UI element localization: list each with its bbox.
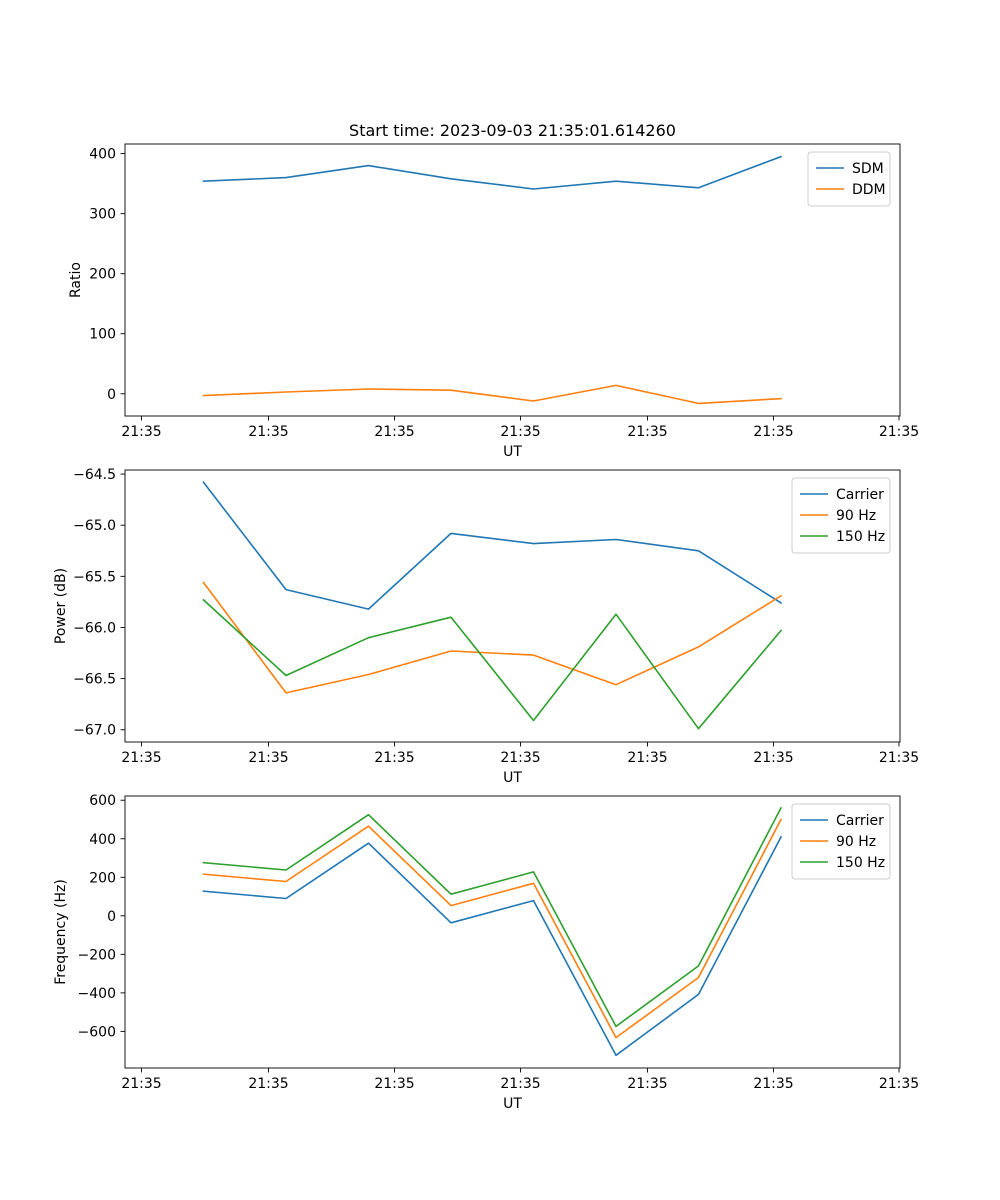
x-tick-label: 21:35 [627,750,667,766]
y-axis-label: Ratio [68,262,84,298]
legend-box [791,803,891,880]
legend-label: Carrier [836,487,884,503]
legend-label: 90 Hz [836,508,876,524]
legend-label: 150 Hz [836,529,885,545]
y-tick-label: 600 [89,793,116,809]
y-tick-label: 0 [107,387,116,403]
x-tick-label: 21:35 [879,424,919,440]
y-tick-label: 0 [107,909,116,925]
y-tick-label: 300 [89,207,116,223]
legend-label: 150 Hz [836,855,885,871]
x-tick-label: 21:35 [627,424,667,440]
y-tick-label: −64.5 [73,467,116,483]
axes-frame [124,143,901,417]
x-tick-label: 21:35 [753,750,793,766]
legend-label: DDM [852,182,886,198]
series-line-150-hz [202,598,783,730]
legend-box [791,477,891,554]
chart-title: Start time: 2023-09-03 21:35:01.614260 [349,121,676,140]
legend-label: Carrier [836,813,884,829]
y-tick-label: −200 [78,947,116,963]
series-line-carrier [202,835,783,1057]
x-tick-label: 21:35 [753,424,793,440]
y-axis-label: Power (dB) [53,568,69,644]
y-tick-label: 400 [89,832,116,848]
x-tick-label: 21:35 [248,424,288,440]
chart-panel-2: 21:35 21:35 21:35 21:35 21:35 21:35 21:35 −64.5… [53,467,919,786]
x-axis-label: UT [503,1096,522,1112]
y-tick-label: −66.5 [73,672,116,688]
x-tick-label: 21:35 [879,1076,919,1092]
axes-frame [124,795,901,1069]
legend: Carrier 90 Hz 150 Hz [791,477,891,554]
y-tick-label: −67.0 [73,723,116,739]
series-line-90-hz [202,818,783,1039]
x-tick-label: 21:35 [500,750,540,766]
series-line-sdm [202,155,783,190]
x-tick-label: 21:35 [627,1076,667,1092]
legend-box [807,151,891,207]
x-axis-label: UT [503,770,522,786]
x-tick-label: 21:35 [121,750,161,766]
y-tick-label: −400 [78,986,116,1002]
y-tick-label: −65.0 [73,518,116,534]
legend: SDM DDM [807,151,891,207]
series-line-90-hz [202,581,783,694]
x-tick-label: 21:35 [248,1076,288,1092]
chart-panel-3: 21:35 21:35 21:35 21:35 21:35 21:35 21:35 600 40… [53,793,919,1112]
x-tick-label: 21:35 [500,1076,540,1092]
y-tick-label: −65.5 [73,569,116,585]
x-tick-label: 21:35 [753,1076,793,1092]
x-tick-label: 21:35 [374,750,414,766]
y-tick-label: 200 [89,870,116,886]
x-axis-label: UT [503,444,522,460]
y-tick-label: 200 [89,267,116,283]
chart-panel-1: Start time: 2023-09-03 21:35:01.614260 21… [68,121,919,460]
series-line-150-hz [202,806,783,1028]
y-tick-label: −66.0 [73,620,116,636]
x-tick-label: 21:35 [121,1076,161,1092]
legend: Carrier 90 Hz 150 Hz [791,803,891,880]
x-tick-label: 21:35 [374,1076,414,1092]
x-tick-label: 21:35 [374,424,414,440]
x-tick-label: 21:35 [500,424,540,440]
y-tick-label: −600 [78,1024,116,1040]
legend-label: SDM [852,161,884,177]
axes-frame [124,469,901,743]
y-axis-label: Frequency (Hz) [53,879,69,985]
series-line-carrier [202,481,783,610]
legend-label: 90 Hz [836,834,876,850]
y-tick-label: 400 [89,147,116,163]
y-tick-label: 100 [89,327,116,343]
x-tick-label: 21:35 [879,750,919,766]
x-tick-label: 21:35 [121,424,161,440]
series-line-ddm [202,384,782,405]
x-tick-label: 21:35 [248,750,288,766]
